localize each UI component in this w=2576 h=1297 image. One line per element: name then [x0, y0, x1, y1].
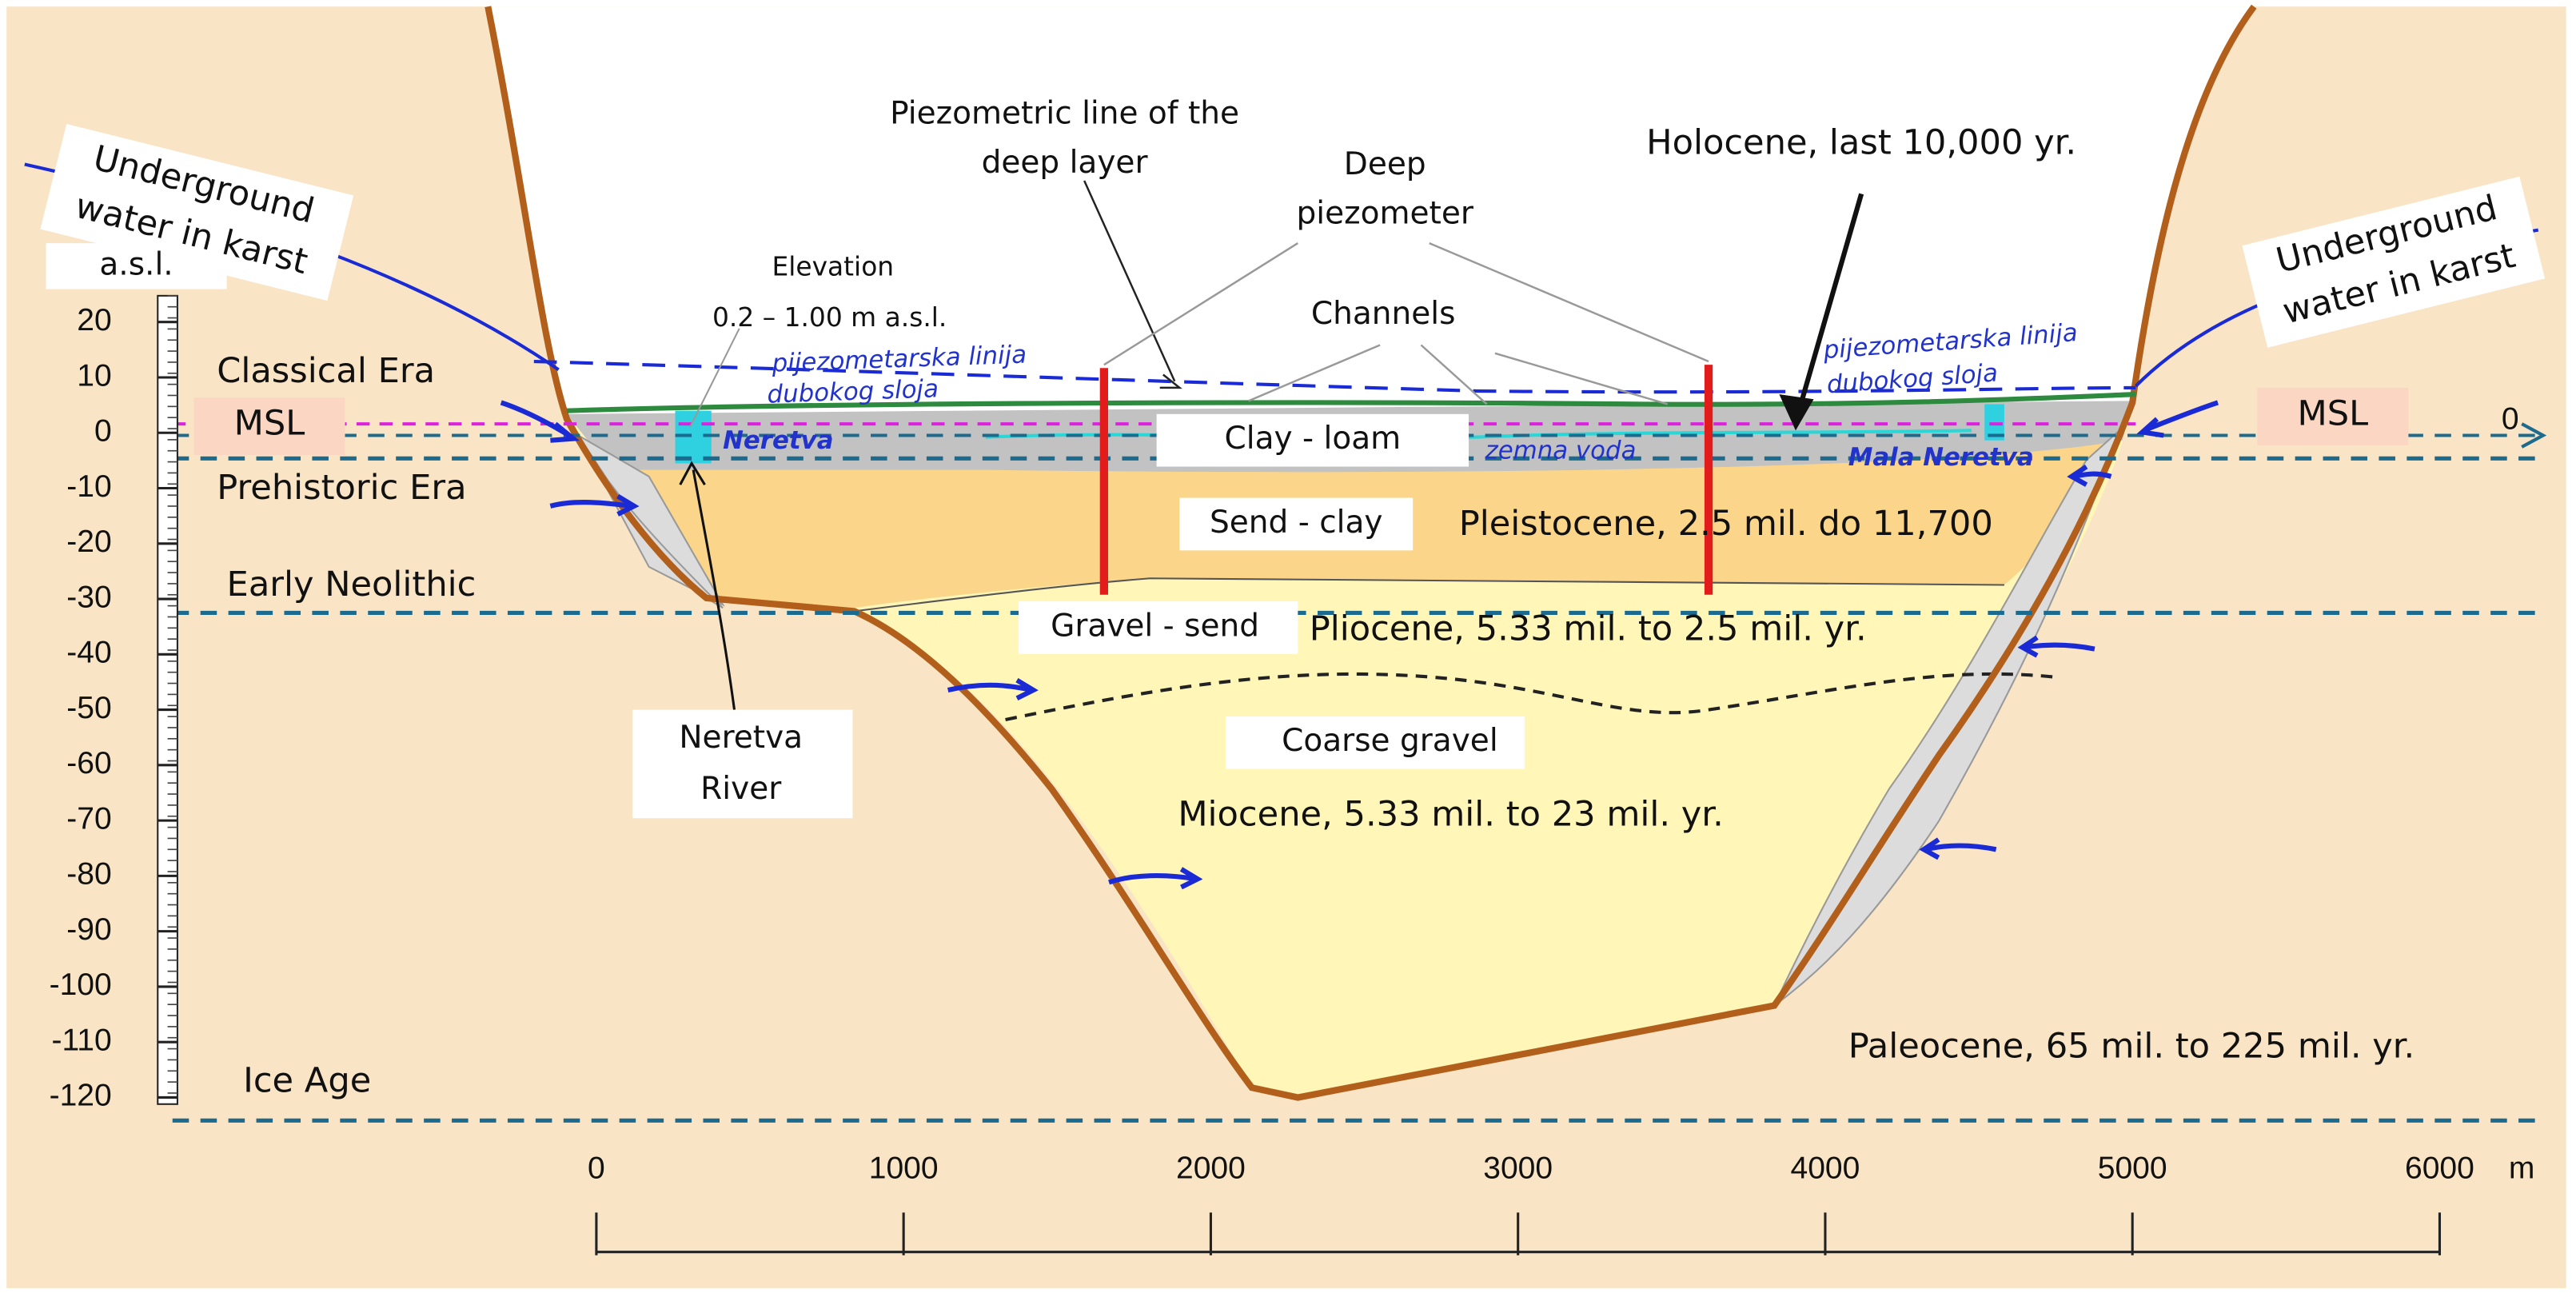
groundwater: [985, 429, 1972, 440]
label: Deep: [1344, 146, 1426, 182]
tick-label: -40: [66, 636, 111, 670]
zero-arrow: [2521, 422, 2547, 449]
tick-label: 0: [588, 1151, 605, 1185]
tick-label: -110: [51, 1023, 111, 1057]
zero-label: 0: [2502, 401, 2519, 436]
tick-label: 20: [77, 303, 111, 337]
holocene-arrow: [1796, 193, 1864, 412]
label: Elevation: [772, 250, 894, 281]
label: piezometer: [1297, 196, 1474, 232]
label: Paleocene, 65 mil. to 225 mil. yr.: [1848, 1026, 2415, 1066]
label: Early Neolithic: [227, 565, 477, 605]
ground-surface: [566, 392, 2136, 413]
label: zemna voda: [1485, 437, 1637, 465]
label: 0.2 – 1.00 m a.s.l.: [712, 301, 947, 333]
tick-label: 3000: [1483, 1151, 1553, 1185]
tick-label: 6000: [2405, 1151, 2474, 1185]
label-box: [2257, 387, 2409, 445]
layer-boundary: [854, 577, 2004, 613]
tick-label: -100: [50, 968, 112, 1002]
label-box: [1225, 716, 1525, 769]
label: Neretva: [723, 426, 833, 455]
label-box: [1179, 497, 1414, 551]
leader: [1248, 344, 1669, 405]
leader: [692, 469, 736, 710]
tick-label: -90: [66, 912, 111, 947]
tick-label: -70: [66, 801, 111, 836]
leader: [689, 328, 740, 428]
label: Ice Age: [243, 1061, 371, 1101]
tick-label: -30: [66, 580, 111, 614]
valley-air: [488, 6, 2255, 419]
distance-axis: m 0 1000 2000 3000 4000 5000 6000: [588, 1151, 2534, 1255]
tick-label: 2000: [1176, 1151, 1246, 1185]
axis-unit: m: [2509, 1151, 2535, 1185]
flow-arrows: [500, 400, 2219, 890]
label: Coarse gravel: [1282, 723, 1498, 759]
label: Gravel - send: [1051, 608, 1259, 644]
label-box: [1156, 413, 1469, 467]
label: Neretva: [679, 720, 803, 756]
label: Holocene, last 10,000 yr.: [1646, 122, 2076, 162]
canyon-wall: [484, 4, 2257, 1101]
label: Miocene, 5.33 mil. to 23 mil. yr.: [1178, 795, 1723, 835]
label: MSL: [234, 404, 305, 444]
label: Send - clay: [1210, 505, 1383, 541]
label: Prehistoric Era: [217, 468, 466, 508]
label: Piezometric line of the: [890, 95, 1239, 131]
label-box: [40, 123, 354, 301]
elevation-axis: a.s.l. 20 10 0 -10 -20 -30 -40 -50 -60 -70 -80 -90 -…: [50, 246, 178, 1113]
holocene-arrowhead: [1779, 394, 1814, 431]
label: River: [700, 771, 782, 807]
label: Pleistocene, 2.5 mil. do 11,700: [1459, 504, 1993, 544]
tick-label: 0: [94, 414, 112, 449]
tick-label: -80: [66, 857, 111, 892]
label: Channels: [1311, 296, 1456, 332]
label-box: [193, 397, 345, 456]
tick-label: -10: [66, 469, 111, 504]
piezometric-line: [533, 359, 2136, 394]
axis-unit: a.s.l.: [99, 246, 173, 282]
label: MSL: [2298, 393, 2369, 433]
tick-label: -60: [66, 746, 111, 780]
ruler: [157, 294, 178, 1105]
label: Pliocene, 5.33 mil. to 2.5 mil. yr.: [1310, 609, 1867, 649]
leader: [1083, 180, 1176, 382]
tick-label: 10: [77, 358, 111, 393]
tick-label: 4000: [1791, 1151, 1860, 1185]
label: deep layer: [982, 145, 1149, 181]
tick-label: -20: [66, 525, 111, 559]
leader-head: [1159, 373, 1182, 389]
tick-label: 1000: [869, 1151, 939, 1185]
label-box: [632, 709, 853, 819]
leader-head: [679, 461, 706, 485]
tick-label: 5000: [2098, 1151, 2167, 1185]
leader: [1103, 241, 1709, 366]
label: dubokog sloja: [767, 374, 939, 409]
tick-label: -120: [50, 1079, 112, 1113]
tick-label: -50: [66, 691, 111, 725]
label: Clay - loam: [1224, 421, 1401, 457]
label: Classical Era: [217, 351, 435, 391]
label-box: [2242, 176, 2546, 348]
label: Mala Neretva: [1848, 443, 2034, 472]
label-box: [1019, 601, 1298, 654]
